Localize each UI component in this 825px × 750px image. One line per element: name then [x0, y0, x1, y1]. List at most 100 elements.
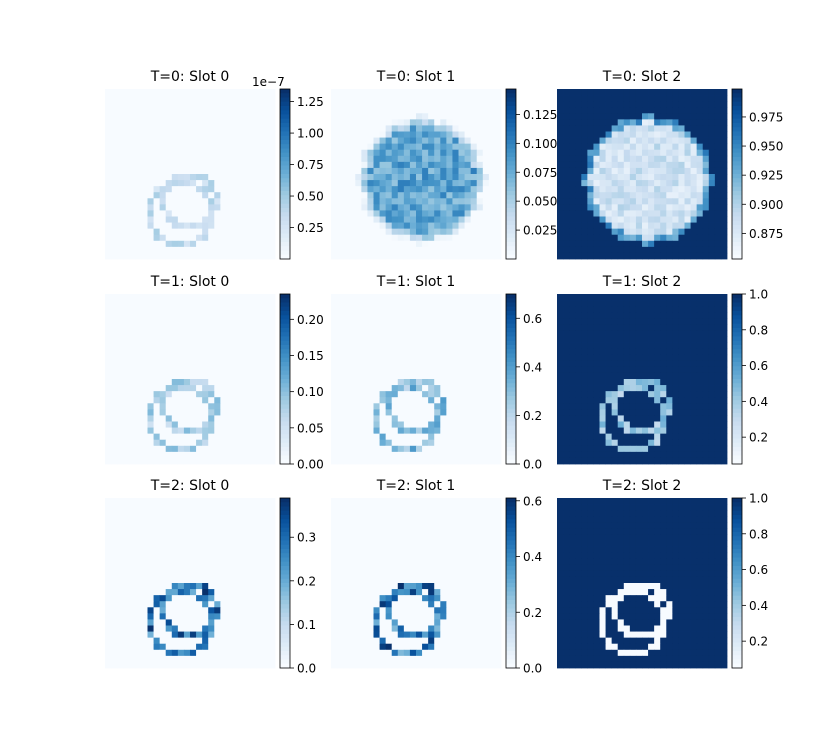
heatmap-cell	[177, 457, 185, 465]
heatmap-cell	[428, 125, 435, 132]
heatmap-cell	[250, 161, 258, 169]
heatmap-cell	[470, 240, 478, 248]
heatmap-cell	[129, 330, 136, 337]
heatmap-cell	[117, 366, 124, 374]
heatmap-cell	[117, 204, 124, 211]
heatmap-cell	[593, 445, 600, 453]
heatmap-cell	[458, 360, 465, 368]
heatmap-cell	[599, 198, 606, 205]
heatmap-cell	[349, 372, 356, 380]
heatmap-cell	[446, 222, 453, 230]
heatmap-cell	[397, 391, 405, 398]
heatmap-cell	[428, 143, 435, 151]
heatmap-cell	[476, 228, 484, 236]
heatmap-cell	[397, 451, 405, 459]
heatmap	[105, 89, 276, 260]
heatmap-cell	[422, 198, 429, 205]
heatmap-cell	[379, 240, 387, 248]
heatmap-cell	[464, 391, 472, 398]
heatmap-cell	[714, 391, 722, 398]
heatmap-cell	[379, 222, 387, 230]
heatmap-cell	[563, 246, 570, 254]
colorbar-segment	[506, 417, 516, 422]
heatmap-cell	[708, 113, 716, 120]
heatmap-cell	[488, 415, 496, 422]
heatmap-cell	[349, 312, 356, 319]
heatmap-cell	[397, 161, 405, 169]
heatmap-cell	[123, 192, 130, 199]
heatmap-cell	[105, 451, 112, 459]
heatmap-cell	[696, 143, 704, 151]
heatmap-cell	[129, 312, 136, 319]
heatmap-cell	[385, 89, 393, 96]
heatmap-cell	[141, 198, 148, 205]
heatmap-cell	[623, 427, 631, 435]
heatmap-cell	[190, 348, 197, 356]
heatmap-cell	[428, 174, 435, 181]
subplot-title: T=0: Slot 0	[150, 69, 230, 85]
heatmap	[105, 294, 276, 465]
heatmap-cell	[696, 210, 704, 217]
heatmap-cell	[464, 324, 472, 331]
heatmap-cell	[440, 149, 447, 157]
heatmap-cell	[190, 336, 197, 343]
heatmap-cell	[482, 125, 490, 132]
heatmap-cell	[416, 372, 423, 380]
heatmap-cell	[355, 397, 362, 404]
colorbar-segment	[732, 148, 742, 154]
heatmap-cell	[337, 451, 344, 459]
heatmap-cell	[226, 95, 233, 102]
heatmap-cell	[349, 294, 356, 301]
heatmap-cell	[672, 391, 679, 398]
heatmap-cell	[416, 336, 423, 343]
heatmap-cell	[446, 155, 453, 163]
heatmap-cell	[349, 167, 356, 175]
heatmap-cell	[331, 234, 338, 242]
heatmap-cell	[147, 192, 154, 199]
heatmap-cell	[373, 107, 380, 114]
heatmap-cell	[587, 155, 594, 163]
heatmap-cell	[105, 324, 112, 331]
heatmap-cell	[391, 228, 399, 236]
heatmap-cell	[557, 125, 564, 132]
heatmap-cell	[355, 427, 362, 435]
heatmap-cell	[611, 186, 619, 193]
heatmap-cell	[190, 252, 197, 260]
heatmap-cell	[488, 204, 496, 211]
heatmap-cell	[183, 107, 191, 114]
heatmap-cell	[672, 336, 679, 343]
heatmap-cell	[129, 89, 136, 96]
heatmap-cell	[171, 318, 179, 325]
heatmap-cell	[575, 198, 582, 205]
heatmap-cell	[599, 372, 606, 380]
heatmap-cell	[611, 342, 619, 350]
heatmap-cell	[557, 252, 564, 260]
heatmap-cell	[232, 155, 239, 163]
colorbar-segment	[506, 178, 516, 183]
heatmap-cell	[488, 125, 496, 132]
heatmap-cell	[660, 300, 667, 307]
heatmap-cell	[147, 312, 154, 319]
heatmap-cell	[642, 348, 649, 356]
heatmap-cell	[488, 403, 496, 410]
heatmap-cell	[403, 421, 411, 428]
heatmap-cell	[135, 180, 142, 187]
heatmap-cell	[190, 143, 197, 151]
heatmap-cell	[403, 143, 411, 151]
heatmap-cell	[238, 415, 246, 422]
heatmap-cell	[373, 149, 380, 157]
heatmap-cell	[581, 174, 588, 181]
heatmap-cell	[177, 360, 185, 368]
heatmap-cell	[617, 95, 625, 102]
heatmap-cell	[476, 348, 484, 356]
heatmap-cell	[238, 149, 246, 157]
heatmap-cell	[605, 180, 613, 187]
heatmap-cell	[135, 391, 142, 398]
heatmap-cell	[494, 427, 502, 435]
heatmap-cell	[117, 137, 124, 145]
heatmap-cell	[488, 372, 496, 380]
heatmap-cell	[702, 318, 710, 325]
heatmap-cell	[623, 360, 631, 368]
heatmap-cell	[690, 354, 698, 362]
heatmap-cell	[714, 379, 722, 386]
